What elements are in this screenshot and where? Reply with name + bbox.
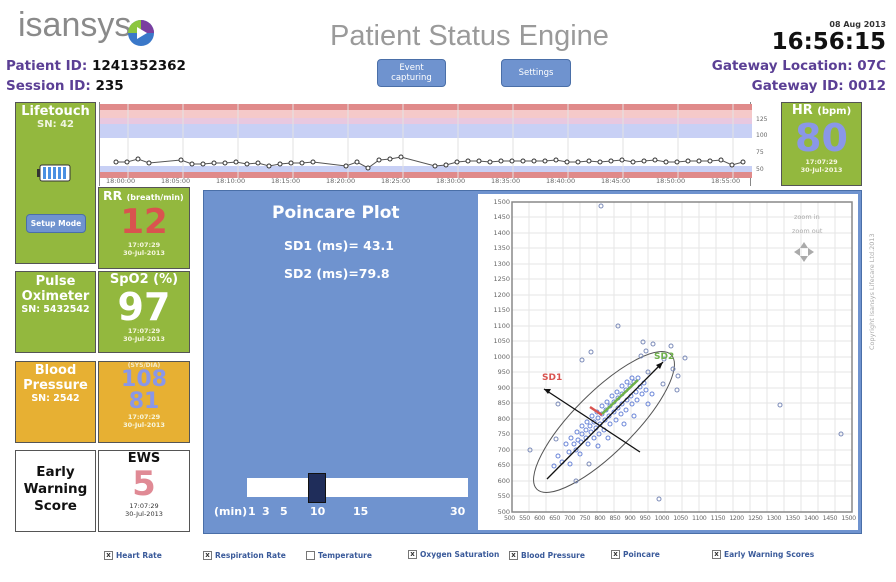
- rr-date: 30-Jul-2013: [123, 249, 165, 257]
- gateway-location: Gateway Location: 07C: [711, 58, 886, 74]
- rr-value: 12: [120, 202, 168, 242]
- spo2-value: 97: [117, 285, 171, 329]
- sd2-value: SD2 (ms)=79.8: [284, 266, 390, 281]
- ews-title: EWS: [127, 451, 161, 466]
- pulse-ox-title-1: Pulse: [35, 274, 76, 289]
- legend-poincare[interactable]: x Poincare: [611, 550, 660, 559]
- session-id: Session ID: 235: [6, 78, 124, 94]
- pulse-ox-sn: SN: 5432542: [21, 304, 90, 315]
- checkbox-heart-rate[interactable]: x: [104, 551, 113, 560]
- ews-tile: EWS 5 17:07:29 30-Jul-2013: [98, 450, 190, 532]
- hr-chart-y-axis: 125 100 75 50: [756, 116, 768, 173]
- legend-heart-rate[interactable]: x Heart Rate: [104, 551, 162, 560]
- rr-time: 17:07:29: [127, 241, 161, 249]
- isansys-logo-icon: [128, 20, 154, 46]
- gateway-id: Gateway ID: 0012: [751, 78, 886, 94]
- rr-tile: RR (breath/min) 12 17:07:29 30-Jul-2013: [98, 187, 190, 269]
- rr-title: RR: [103, 188, 123, 203]
- current-date: 08 Aug 2013: [829, 20, 886, 29]
- poincare-title: Poincare Plot: [272, 203, 400, 223]
- hr-unit: (bpm): [817, 106, 852, 117]
- legend-respiration-rate[interactable]: x Respiration Rate: [203, 551, 286, 560]
- slider-labels: (min) 1 3 5 10 15 30: [214, 505, 466, 518]
- checkbox-temperature[interactable]: [306, 551, 315, 560]
- sd1-axis-label: SD1: [542, 373, 562, 383]
- hr-title: HR: [791, 103, 813, 118]
- pulse-oximeter-tile: Pulse Oximeter SN: 5432542: [15, 271, 96, 353]
- checkbox-oxygen-saturation[interactable]: x: [408, 550, 417, 559]
- bp-sys: 108: [121, 367, 167, 392]
- poincare-scatter-svg: SD1 SD2: [511, 201, 853, 513]
- blood-pressure-tile: Blood Pressure SN: 2542: [15, 361, 96, 443]
- battery-icon: [37, 164, 71, 182]
- poincare-scatter-plot[interactable]: SD1 SD2 zoom in zoom out 1500 1450 1400 …: [478, 194, 858, 530]
- legend-oxygen-saturation[interactable]: x Oxygen Saturation: [408, 550, 499, 559]
- bp-label: (SYS/DIA): [127, 362, 161, 369]
- lifetouch-tile: Lifetouch SN: 42 Setup Mode: [15, 102, 96, 264]
- ews-date: 30-Jul-2013: [125, 510, 163, 518]
- isansys-logo: isansys: [18, 6, 132, 44]
- bp-date: 30-Jul-2013: [123, 421, 165, 429]
- app-title: Patient Status Engine: [330, 20, 609, 52]
- bp-sn: SN: 2542: [31, 393, 80, 404]
- hr-tile: HR (bpm) 80 17:07:29 30-Jul-2013: [781, 102, 862, 186]
- hr-date: 30-Jul-2013: [800, 166, 843, 174]
- pulse-ox-title-2: Oximeter: [21, 289, 90, 304]
- ews-value: 5: [132, 464, 156, 504]
- zoom-out-button[interactable]: zoom out: [792, 227, 823, 235]
- patient-id: Patient ID: 1241352362: [6, 58, 186, 74]
- checkbox-poincare[interactable]: x: [611, 550, 620, 559]
- legend-temperature[interactable]: Temperature: [306, 551, 372, 560]
- bp-title-2: Pressure: [23, 378, 88, 393]
- time-window-slider-track[interactable]: [247, 478, 468, 497]
- sd2-axis-label: SD2: [654, 352, 674, 362]
- legend-early-warning-scores[interactable]: x Early Warning Scores: [712, 550, 814, 559]
- current-time: 16:56:15: [771, 29, 886, 55]
- setup-mode-button[interactable]: Setup Mode: [26, 214, 86, 233]
- rr-unit: (breath/min): [126, 193, 184, 202]
- lifetouch-title: Lifetouch: [21, 104, 90, 119]
- checkbox-blood-pressure[interactable]: x: [509, 551, 518, 560]
- bp-dia: 81: [128, 389, 160, 414]
- sd1-value: SD1 (ms)= 43.1: [284, 238, 394, 253]
- zoom-in-button[interactable]: zoom in: [794, 213, 820, 221]
- spo2-title: SpO2 (%): [109, 272, 179, 287]
- hr-time: 17:07:29: [805, 158, 838, 166]
- bp-values-tile: (SYS/DIA) 108 81 17:07:29 30-Jul-2013: [98, 361, 190, 443]
- bp-title-1: Blood: [34, 363, 77, 378]
- ews-time: 17:07:29: [129, 502, 159, 510]
- checkbox-respiration-rate[interactable]: x: [203, 551, 212, 560]
- event-capturing-button[interactable]: Event capturing: [377, 59, 446, 87]
- y-axis-ticks: 1500 1450 1400 1350 1300 1250 1200 1150 …: [493, 198, 510, 516]
- hr-chart-x-axis: 18:00:00 18:05:00 18:10:00 18:15:00 18:2…: [106, 177, 741, 185]
- time-window-slider-thumb[interactable]: [308, 473, 326, 503]
- hr-value: 80: [795, 116, 848, 160]
- settings-button[interactable]: Settings: [501, 59, 571, 87]
- spo2-tile: SpO2 (%) 97 17:07:29 30-Jul-2013: [98, 271, 190, 353]
- spo2-time: 17:07:29: [127, 327, 161, 335]
- copyright: Copyright Isansys Lifecare Ltd.2013: [868, 233, 876, 350]
- hr-chart-svg: [100, 104, 752, 178]
- x-axis-ticks: 500 550 600 650 700 750 800 850 900 950 1000 1050 11…: [504, 515, 856, 522]
- spo2-date: 30-Jul-2013: [123, 335, 165, 343]
- legend-blood-pressure[interactable]: x Blood Pressure: [509, 551, 585, 560]
- checkbox-early-warning-scores[interactable]: x: [712, 550, 721, 559]
- pan-arrows-icon[interactable]: [794, 242, 814, 262]
- heart-rate-trend-chart: 18:00:00 18:05:00 18:10:00 18:15:00 18:2…: [99, 102, 752, 186]
- early-warning-score-label-tile: Early Warning Score: [15, 450, 96, 532]
- lifetouch-sn: SN: 42: [37, 119, 74, 130]
- bp-time: 17:07:29: [127, 413, 161, 421]
